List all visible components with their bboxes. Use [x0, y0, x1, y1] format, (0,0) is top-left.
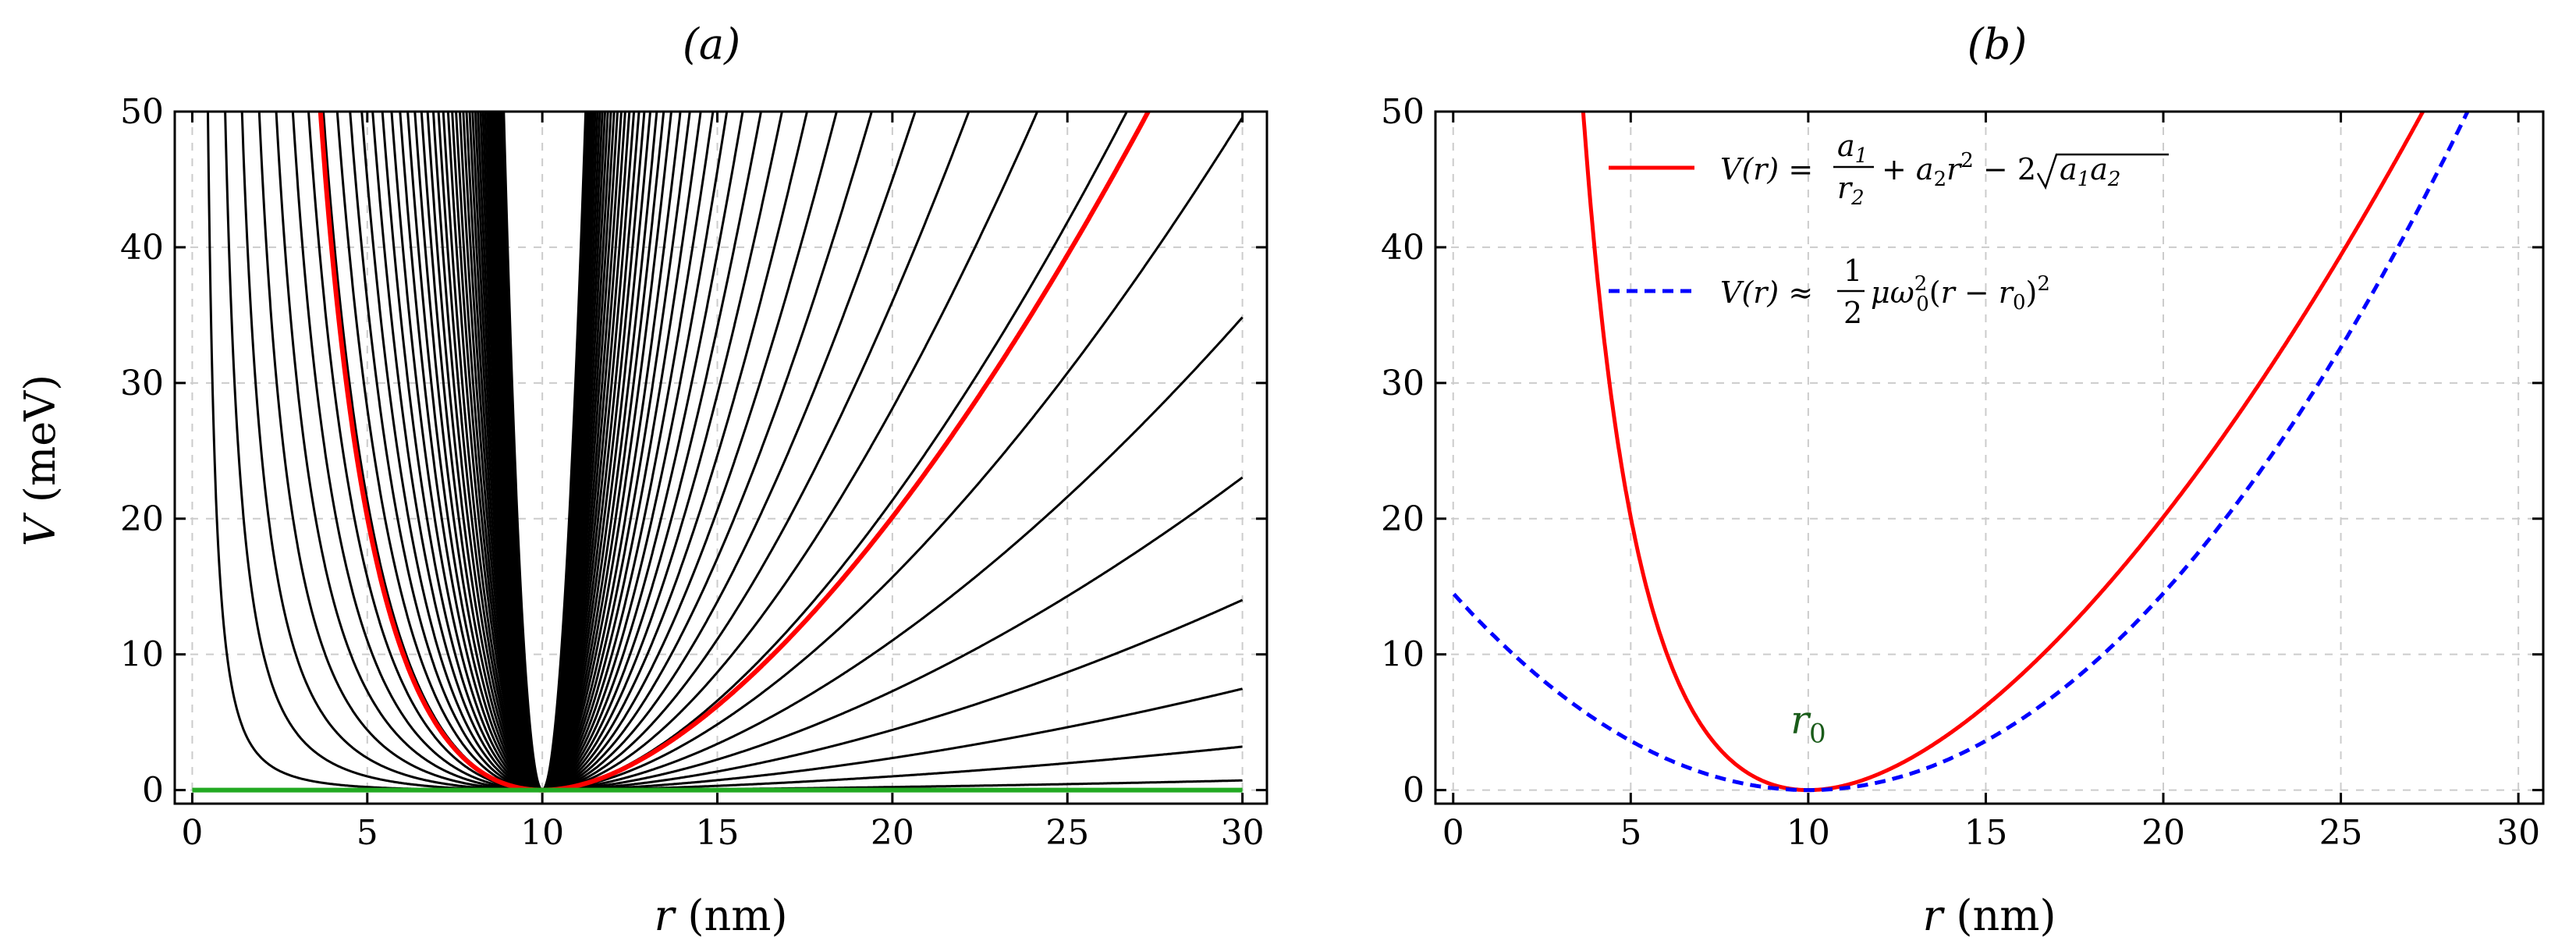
- panel-b-x-label: r (nm): [1922, 891, 2056, 940]
- panel-b-ticks: 0 5 10 15 20 25 30 0 10 20 30 40 50: [1381, 92, 2543, 853]
- y-tick-label: 30: [1381, 364, 1425, 403]
- r0-annotation: r0: [1790, 698, 1826, 750]
- panel-a-y-label: V (meV): [16, 375, 65, 546]
- panel-b-curves: [1452, 112, 2470, 793]
- series-harmonic-approx: [1452, 112, 2470, 793]
- family-curve-17: [420, 112, 729, 792]
- legend-label-exact: V(r) = a1 r2 + a2r2 − 2 a1a2: [1720, 129, 2169, 210]
- panel-a-curves: [192, 112, 1244, 793]
- y-tick-label: 40: [1381, 228, 1425, 268]
- family-curve-9: [349, 112, 970, 792]
- panel-a-ticks: 0 5 10 15 20 25 30 0 10 20 30 40 50: [120, 92, 1267, 853]
- x-tick-label: 20: [2141, 813, 2185, 853]
- x-tick-label: 20: [871, 813, 914, 853]
- svg-text:V(r) ≈: V(r) ≈: [1720, 275, 1813, 310]
- family-curve-8: [335, 112, 1039, 792]
- family-curve-4: [275, 112, 1244, 792]
- family-curve-1: [224, 112, 1243, 792]
- y-tick-label: 50: [1381, 92, 1425, 132]
- x-tick-label: 30: [2496, 813, 2540, 853]
- panel-b: (b) 0 5 10 15 20 25 30 0 10 20 30 40 50 r (nm) r0 V(…: [1381, 20, 2545, 940]
- y-tick-label: 30: [120, 364, 164, 403]
- x-tick-label: 5: [357, 813, 378, 853]
- svg-text:1: 1: [1843, 254, 1862, 288]
- y-tick-label: 10: [1381, 635, 1425, 675]
- x-tick-label: 15: [1964, 813, 2007, 853]
- y-tick-label: 50: [120, 92, 164, 132]
- y-tick-label: 20: [1381, 499, 1425, 539]
- panel-b-grid: [1435, 111, 2543, 804]
- family-curve-20: [437, 112, 691, 792]
- x-tick-label: 10: [1787, 813, 1830, 853]
- family-curve-14: [399, 112, 783, 792]
- legend-label-harmonic: V(r) ≈ 1 2 μω2 0(r − r0)2: [1720, 254, 2050, 330]
- y-tick-label: 0: [1403, 771, 1425, 811]
- family-curve-19: [431, 112, 702, 792]
- family-curve-12: [381, 112, 838, 792]
- x-tick-label: 25: [1045, 813, 1089, 853]
- family-curve-16: [413, 112, 744, 792]
- family-curve-6: [307, 112, 1244, 792]
- x-tick-label: 15: [696, 813, 740, 853]
- family-curve-10: [360, 112, 917, 792]
- y-tick-label: 20: [120, 499, 164, 539]
- svg-text:2: 2: [1843, 296, 1862, 330]
- panel-b-frame: [1434, 110, 2545, 805]
- family-curve-15: [406, 112, 763, 792]
- panel-a-title: (a): [683, 20, 740, 69]
- family-curve-11: [371, 112, 873, 792]
- family-curve-2: [240, 112, 1244, 792]
- svg-text:+ a2r2 − 2: + a2r2 − 2: [1882, 149, 2036, 191]
- highlighted-curve: [318, 112, 1151, 793]
- family-curve-45: [502, 112, 587, 792]
- family-curve-13: [390, 112, 809, 792]
- x-tick-label: 10: [520, 813, 564, 853]
- family-curve-5: [291, 112, 1244, 792]
- family-curve-0: [206, 112, 1243, 792]
- x-tick-label: 5: [1620, 813, 1641, 853]
- series-exact-potential: [1581, 112, 2425, 793]
- svg-text:a1a2: a1a2: [2060, 152, 2120, 191]
- family-curve-18: [426, 112, 715, 792]
- svg-text:a1: a1: [1837, 129, 1868, 168]
- family-curve-3: [257, 112, 1244, 792]
- panel-b-title: (b): [1967, 20, 2028, 69]
- y-tick-label: 40: [120, 228, 164, 268]
- svg-text:V(r) =: V(r) =: [1720, 152, 1813, 186]
- y-tick-label: 0: [142, 771, 164, 811]
- x-tick-label: 0: [1442, 813, 1464, 853]
- legend: V(r) = a1 r2 + a2r2 − 2 a1a2 V(r) ≈ 1 2 …: [1609, 129, 2169, 330]
- x-tick-label: 25: [2319, 813, 2363, 853]
- panel-a-frame: [173, 110, 1268, 805]
- panel-a: (a) 0 5 10 15 20 25 30 0 10 20 30 40 50 V (meV) r (n…: [16, 20, 1268, 940]
- panel-a-x-label: r (nm): [654, 891, 787, 940]
- y-tick-label: 10: [120, 635, 164, 675]
- x-tick-label: 0: [181, 813, 203, 853]
- svg-text:r2: r2: [1837, 171, 1865, 210]
- x-tick-label: 30: [1221, 813, 1265, 853]
